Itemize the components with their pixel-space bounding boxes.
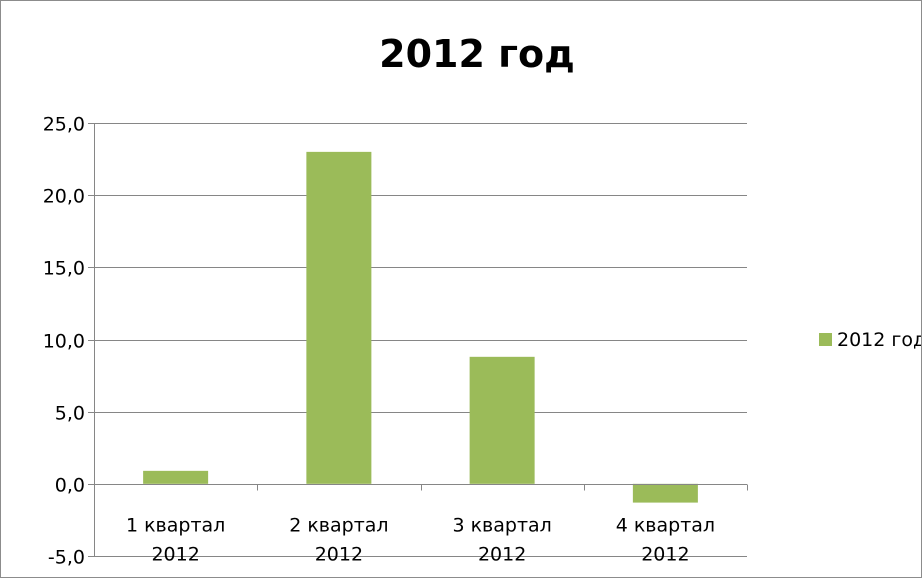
legend-label: 2012 год [837,329,921,351]
x-tick-label: 3 квартал [452,515,551,537]
x-tick-label: 4 квартал [616,515,715,537]
legend: 2012 год [819,329,921,351]
bar [632,483,698,503]
y-axis-tick-labels: -5,0 0,0 5,0 10,0 15,0 20,0 25,0 [43,114,85,569]
bar [306,151,372,484]
x-tick-label: 2012 [641,544,689,566]
x-tick-label: 2 квартал [289,515,388,537]
y-tick-label: 15,0 [43,258,85,280]
x-tick-label: 2012 [151,544,199,566]
y-tick-label: 5,0 [55,403,85,425]
axes [94,123,748,556]
chart-title: 2012 год [379,32,575,76]
y-tick-label: 0,0 [55,475,85,497]
x-tick-label: 1 квартал [126,515,225,537]
x-tick-label: 2012 [315,544,363,566]
x-axis-tick-labels: 1 квартал 2012 2 квартал 2012 3 квартал 2012 4… [126,515,715,566]
y-tick-label: 25,0 [43,114,85,136]
y-tick-label: 20,0 [43,186,85,208]
legend-swatch [819,333,832,346]
y-tick-label: 10,0 [43,331,85,353]
bar [469,356,535,484]
bars [143,151,698,503]
x-tick-label: 2012 [478,544,526,566]
bar [143,470,209,484]
y-tick-label: -5,0 [48,547,85,569]
